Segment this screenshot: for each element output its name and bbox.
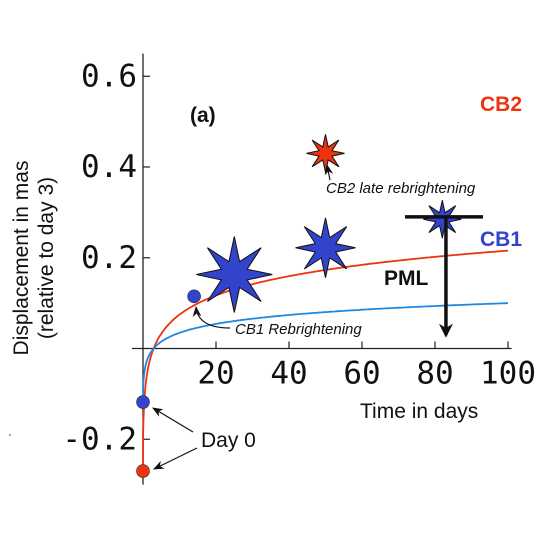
- day0-point-cb1: [136, 395, 150, 409]
- cb2-late-arrow: [324, 163, 334, 181]
- day0-point-cb2: [136, 464, 150, 478]
- day0-annotation: Day 0: [201, 429, 256, 452]
- cb1-rebrightening-arrow: [192, 305, 231, 329]
- series-label-cb2: CB2: [480, 93, 522, 116]
- series-line-cb1: [142, 302, 509, 403]
- pml-annotation: PML: [384, 267, 429, 290]
- cb1-rebrightening-point: [187, 289, 201, 304]
- panel-label: (a): [190, 104, 216, 127]
- cb1-rebrightening-annotation: CB1 Rebrightening: [235, 321, 362, 338]
- x-tick-label: 80: [416, 356, 453, 392]
- y-tick-label: 0.4: [81, 149, 137, 185]
- x-axis-label: Time in days: [360, 400, 478, 423]
- y-axis-label-line2: (relative to day 3): [35, 177, 58, 339]
- day0-arrow-cb1: [152, 407, 194, 433]
- day0-arrow-cb2: [153, 447, 198, 470]
- y-tick-label: 0.6: [81, 58, 137, 94]
- star-marker-4: [306, 134, 345, 173]
- star-marker-2: [295, 217, 356, 278]
- y-tick-label: 0.2: [81, 240, 137, 276]
- star-marker-1: [196, 236, 273, 313]
- series-label-cb1: CB1: [480, 228, 522, 251]
- chart-markers: [136, 134, 483, 478]
- y-axis-label-line1: Displacement in mas: [10, 161, 33, 356]
- chart-axes: 20 40 60 80 100 -0.2 0.2 0.4 0.6: [9, 53, 536, 485]
- x-tick-label: 20: [197, 356, 234, 392]
- x-tick-label: 40: [270, 356, 307, 392]
- x-tick-label: 100: [480, 356, 536, 392]
- cb2-late-rebrightening-annotation: CB2 late rebrightening: [326, 180, 476, 197]
- star-marker-3: [423, 200, 462, 239]
- chart-text-labels: (a) Displacement in mas (relative to day…: [10, 93, 522, 452]
- x-tick-label: 60: [343, 356, 380, 392]
- y-tick-label: -0.2: [62, 421, 137, 457]
